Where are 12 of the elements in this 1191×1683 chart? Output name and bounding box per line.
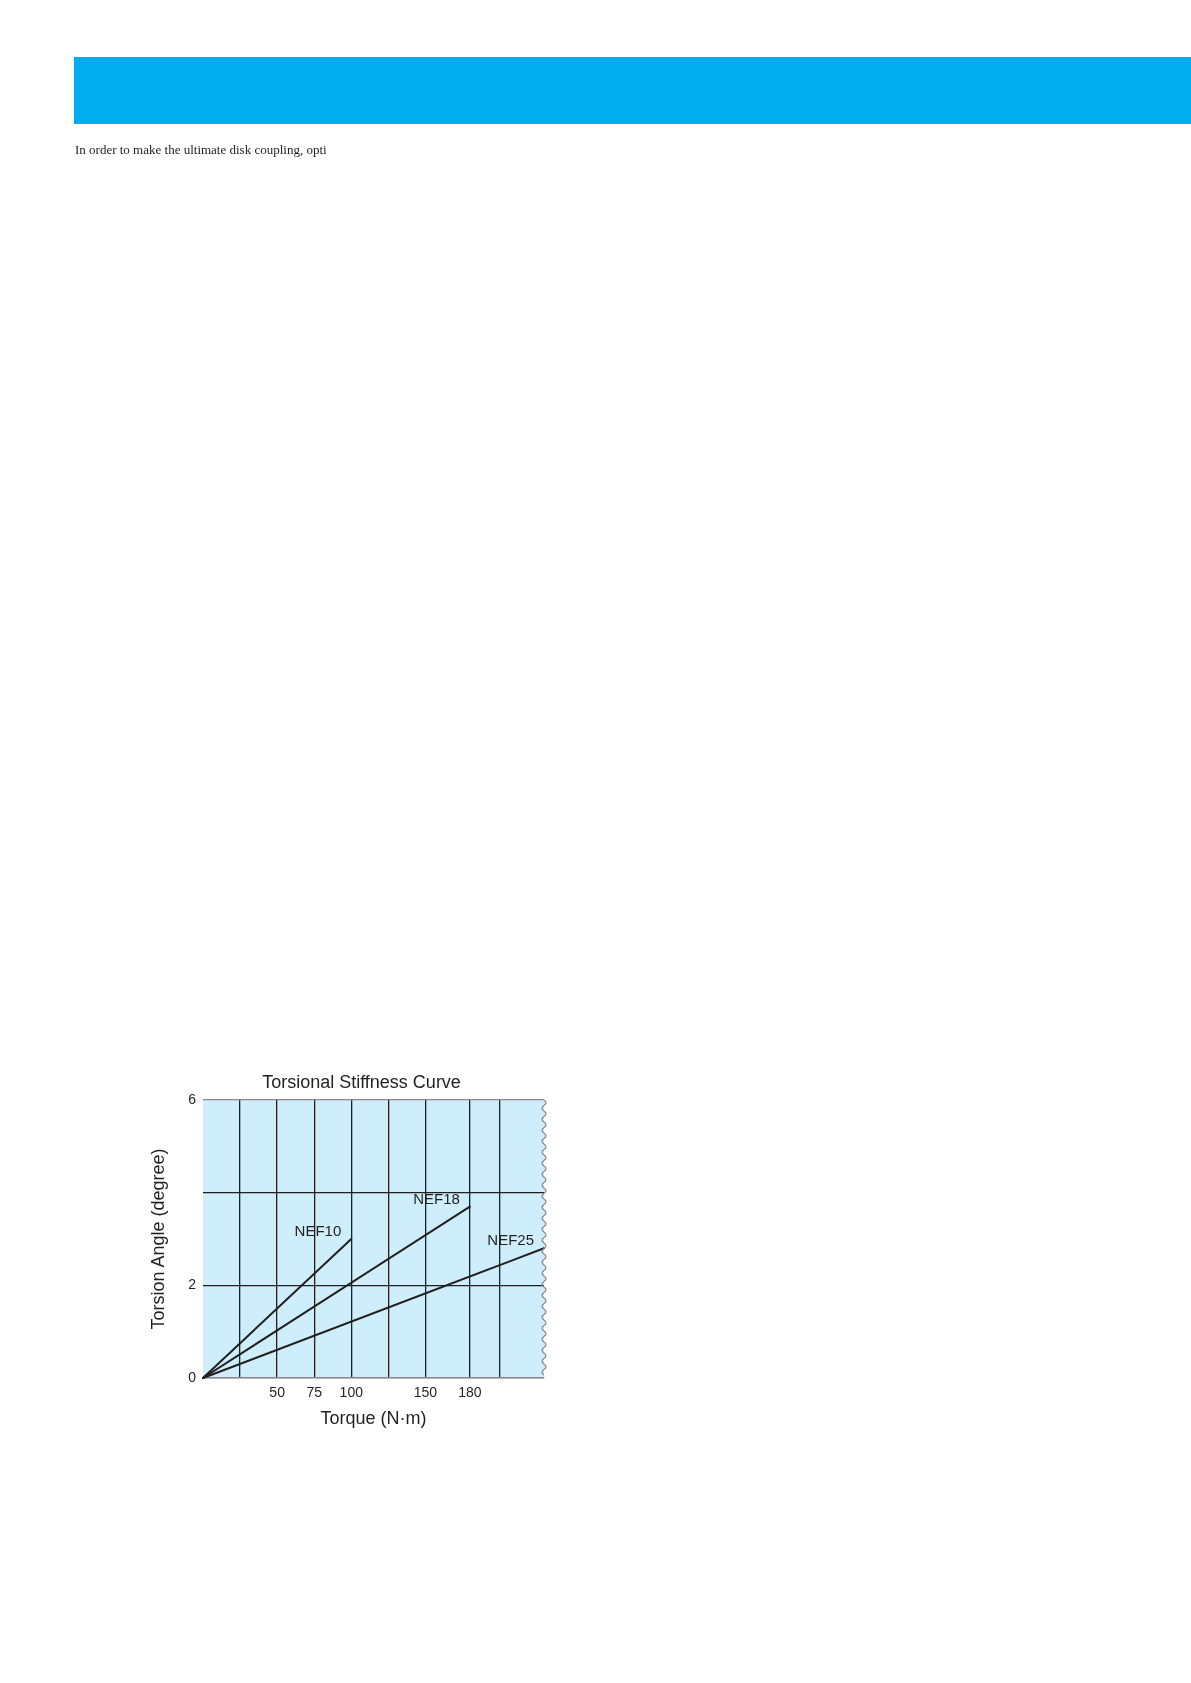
x-tick-label: 150: [413, 1384, 438, 1401]
text: In order to make the ultimate disk coupling, opti: [75, 142, 327, 158]
x-tick-label: 75: [306, 1384, 323, 1401]
x-axis-title: Torque (N·m): [320, 1408, 427, 1429]
x-tick-label: 50: [269, 1384, 286, 1401]
y-tick-label: 6: [188, 1090, 197, 1107]
x-tick-label: 180: [458, 1384, 482, 1401]
y-tick-label: 2: [188, 1276, 197, 1293]
chart-title: Torsional Stiffness Curve: [262, 1071, 461, 1092]
y-tick-label: 0: [188, 1368, 197, 1385]
y-axis-title: Torsion Angle (degree): [147, 1148, 168, 1330]
x-tick-label: 100: [339, 1384, 364, 1401]
